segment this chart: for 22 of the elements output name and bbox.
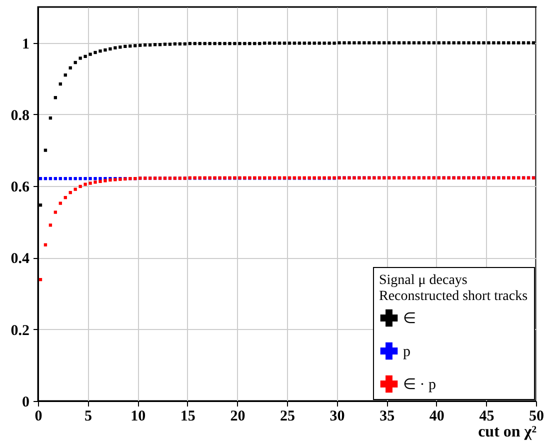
y-tick-label: 0.6 [10,180,30,196]
x-tick-label: 50 [529,408,544,424]
x-tick-label: 40 [429,408,444,424]
legend-label: p [403,344,410,360]
x-tick-label: 15 [180,408,196,424]
legend-label: ∈ [403,311,416,327]
x-tick-label: 0 [34,408,42,424]
y-tick-label: 0 [22,394,30,410]
x-tick-label: 45 [479,408,494,424]
x-axis-title: cut on χ² [478,424,537,440]
x-tick-label: 30 [330,408,345,424]
x-tick-label: 5 [84,408,92,424]
y-tick-label: 0.8 [10,108,30,124]
x-tick-label: 25 [280,408,295,424]
legend-label: ∈ · p [403,377,436,393]
x-tick-label: 35 [380,408,395,424]
y-tick-label: 0.4 [10,251,30,268]
y-tick-label: 1 [22,36,30,52]
y-tick-label: 0.2 [10,322,30,339]
x-tick-label: 20 [230,408,246,424]
x-tick-label: 10 [130,408,146,424]
legend-title: Signal μ decays Reconstructed short tracks [379,273,528,304]
